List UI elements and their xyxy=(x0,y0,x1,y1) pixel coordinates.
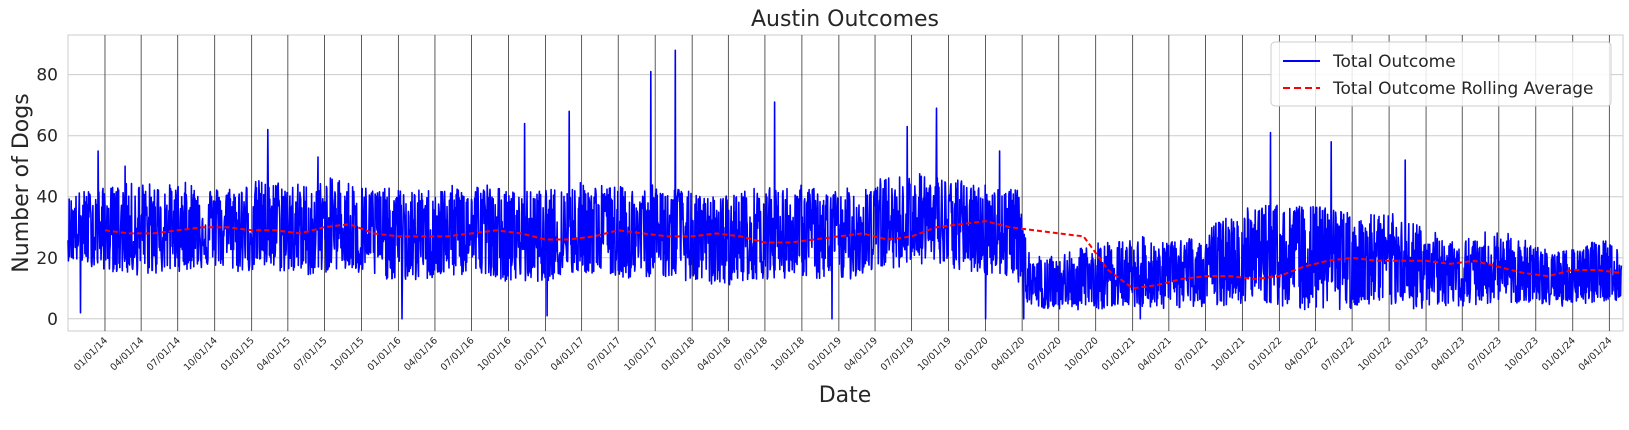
x-tick-label: 10/01/16 xyxy=(476,335,514,373)
x-tick-label: 04/01/23 xyxy=(1429,335,1467,373)
x-tick-label: 07/01/22 xyxy=(1319,335,1357,373)
x-tick-label: 07/01/19 xyxy=(879,335,917,373)
x-tick-label: 07/01/21 xyxy=(1173,335,1211,373)
legend-box xyxy=(1270,41,1612,107)
legend: Total Outcome Total Outcome Rolling Aver… xyxy=(1270,41,1612,107)
x-tick-label: 01/01/14 xyxy=(72,335,110,373)
y-tick-label: 20 xyxy=(36,249,58,269)
x-tick-label: 10/01/14 xyxy=(182,335,220,373)
x-tick-label: 10/01/17 xyxy=(622,335,660,373)
legend-label-total-outcome: Total Outcome xyxy=(1332,52,1456,72)
x-axis-label: Date xyxy=(819,383,872,408)
x-tick-label: 07/01/23 xyxy=(1466,335,1504,373)
x-tick-label: 01/01/18 xyxy=(659,335,697,373)
x-tick-label: 04/01/18 xyxy=(696,335,734,373)
y-tick-label: 60 xyxy=(36,127,58,147)
x-tick-label: 01/01/17 xyxy=(513,335,551,373)
x-tick-label: 01/01/22 xyxy=(1247,335,1285,373)
x-tick-label: 10/01/20 xyxy=(1063,335,1101,373)
x-tick-label: 04/01/24 xyxy=(1577,335,1615,373)
y-axis-label: Number of Dogs xyxy=(9,93,34,272)
x-tick-label: 04/01/21 xyxy=(1136,335,1174,373)
y-axis-ticks: 0 20 40 60 80 xyxy=(36,66,58,330)
series-total-outcome-line xyxy=(67,49,1623,320)
x-tick-label: 01/01/16 xyxy=(366,335,404,373)
x-tick-label: 01/01/23 xyxy=(1393,335,1431,373)
series-layer xyxy=(67,49,1623,320)
x-tick-label: 10/01/15 xyxy=(329,335,367,373)
x-tick-label: 07/01/20 xyxy=(1026,335,1064,373)
x-tick-label: 04/01/19 xyxy=(842,335,880,373)
x-tick-label: 04/01/14 xyxy=(108,335,146,373)
x-tick-label: 07/01/14 xyxy=(145,335,183,373)
x-tick-label: 10/01/23 xyxy=(1503,335,1541,373)
x-tick-label: 07/01/18 xyxy=(732,335,770,373)
x-tick-label: 10/01/22 xyxy=(1356,335,1394,373)
x-tick-label: 04/01/17 xyxy=(549,335,587,373)
chart-title: Austin Outcomes xyxy=(751,7,939,32)
x-tick-label: 01/01/15 xyxy=(219,335,257,373)
x-tick-label: 10/01/19 xyxy=(916,335,954,373)
y-tick-label: 40 xyxy=(36,188,58,208)
x-tick-label: 07/01/17 xyxy=(585,335,623,373)
x-tick-label: 10/01/21 xyxy=(1210,335,1248,373)
x-tick-label: 04/01/15 xyxy=(255,335,293,373)
x-tick-label: 04/01/16 xyxy=(402,335,440,373)
x-tick-label: 01/01/24 xyxy=(1540,335,1578,373)
x-tick-label: 01/01/20 xyxy=(953,335,991,373)
x-tick-label: 07/01/15 xyxy=(292,335,330,373)
x-tick-label: 04/01/20 xyxy=(989,335,1027,373)
x-tick-label: 04/01/22 xyxy=(1283,335,1321,373)
x-tick-label: 01/01/19 xyxy=(806,335,844,373)
y-tick-label: 80 xyxy=(36,66,58,86)
x-tick-label: 01/01/21 xyxy=(1100,335,1138,373)
y-tick-label: 0 xyxy=(47,310,58,330)
legend-label-rolling-average: Total Outcome Rolling Average xyxy=(1332,79,1594,99)
x-tick-label: 07/01/16 xyxy=(439,335,477,373)
x-tick-label: 10/01/18 xyxy=(769,335,807,373)
